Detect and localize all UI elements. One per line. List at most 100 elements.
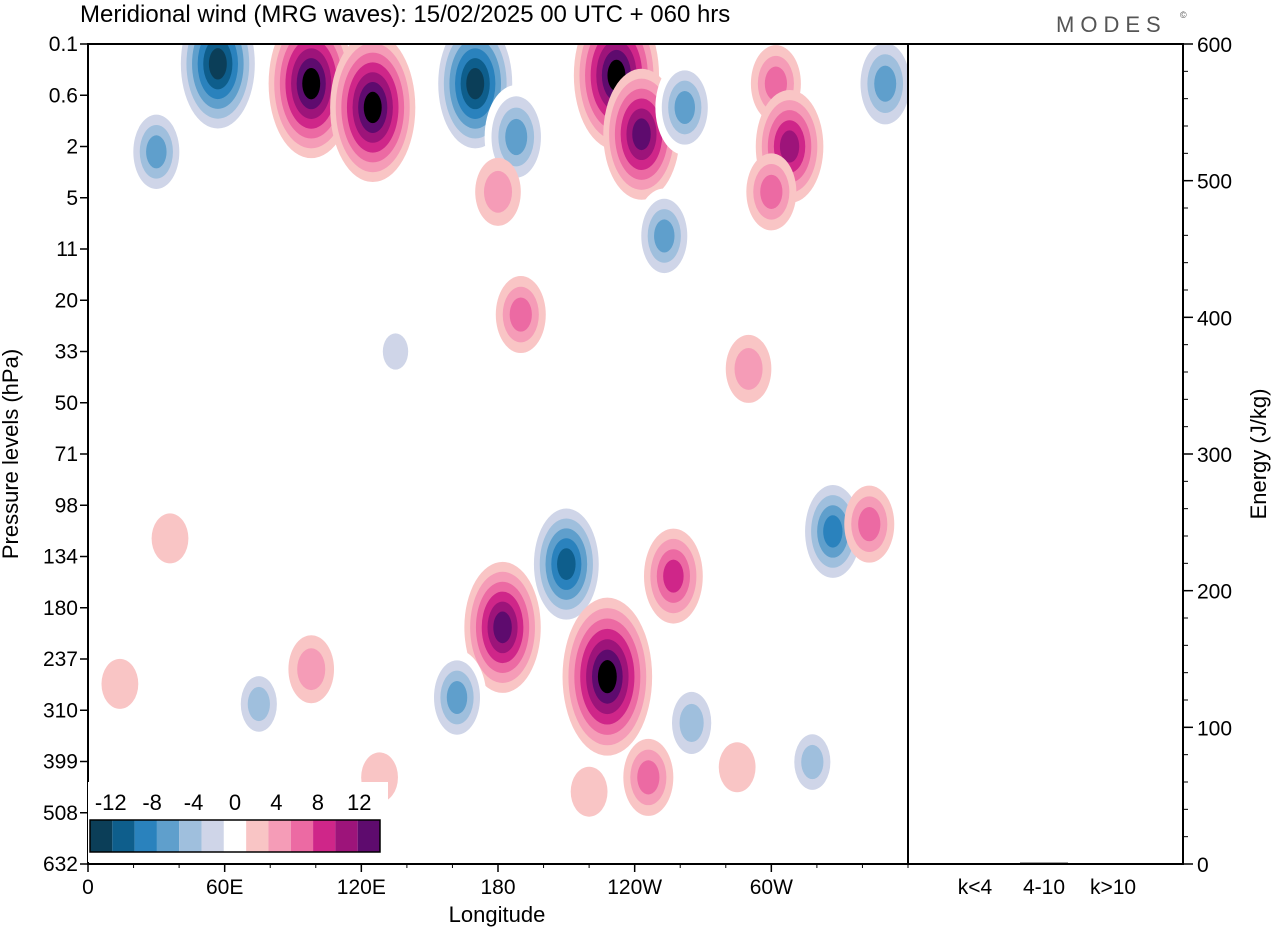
y-tick-label: 632 [43, 853, 78, 876]
energy-tick-label: 100 [1197, 717, 1232, 740]
logo-mark: © [1180, 10, 1187, 20]
wind-feature-29 [664, 679, 719, 766]
wind-feature-21 [427, 650, 487, 746]
colorbar-swatch [290, 820, 314, 852]
colorbar-swatch [112, 820, 135, 852]
wind-feature-22 [643, 528, 703, 624]
y-tick-label: 134 [43, 546, 78, 569]
wind-feature-27 [101, 658, 139, 709]
y-tick-label: 20 [55, 289, 78, 312]
colorbar: -12 -8 -4 0 4 8 12 [88, 782, 388, 862]
contour-band [570, 766, 608, 817]
colorbar-swatch [268, 820, 291, 852]
colorbar-frame [89, 819, 381, 853]
contour-band [779, 130, 800, 163]
wind-feature-16 [725, 334, 772, 403]
y-tick-label: 237 [43, 648, 78, 671]
energy-tick-label: 300 [1197, 444, 1232, 467]
contour-band [382, 333, 409, 370]
colorbar-swatch [201, 820, 224, 852]
contour-band [823, 515, 843, 548]
contour-band [663, 559, 684, 593]
contour-band [632, 118, 651, 151]
colorbar-swatch [90, 820, 113, 852]
contour-band [674, 90, 696, 125]
colorbar-label: -4 [184, 790, 204, 815]
wind-feature-0 [126, 104, 186, 200]
colorbar-swatch [335, 820, 358, 852]
contour-band [637, 760, 660, 795]
wind-feature-18 [528, 498, 605, 630]
contour-band [446, 680, 468, 715]
colorbar-swatch [179, 820, 202, 852]
y-tick-label: 98 [55, 494, 78, 517]
y-tick-label: 399 [43, 751, 78, 774]
wind-feature-20 [464, 561, 541, 693]
y-tick-label: 2 [66, 136, 78, 159]
contour-band [483, 170, 513, 213]
wind-feature-13 [746, 153, 797, 231]
y-axis-label: Pressure levels (hPa) [0, 349, 23, 559]
wind-feature-24 [844, 485, 895, 563]
wind-feature-4 [432, 44, 518, 159]
energy-bar [1089, 863, 1137, 865]
energy-tick-label: 600 [1197, 34, 1232, 57]
wind-feature-14 [634, 188, 694, 284]
x-tick-label: 120E [337, 876, 386, 899]
y-tick-label: 310 [43, 699, 78, 722]
contour-band [146, 135, 167, 169]
energy-x-axis: k<4 4-10 k>10 [958, 876, 1136, 899]
x-tick-label: 60W [750, 876, 793, 899]
energy-bar [951, 863, 999, 865]
colorbar-label: -12 [95, 790, 127, 815]
contour-band [505, 118, 528, 156]
x-axis: 0 60E 120E 180 120W 60W [82, 864, 909, 899]
x-tick-label: 180 [480, 876, 515, 899]
wind-feature-35 [570, 766, 608, 817]
contour-band [654, 219, 675, 253]
x-tick-label: 120W [607, 876, 662, 899]
wind-heatmap [101, 44, 908, 817]
colorbar-swatch [246, 820, 269, 852]
energy-bars [951, 862, 1137, 865]
colorbar-swatch [313, 820, 336, 852]
contour-band [597, 660, 617, 694]
contour-band [208, 48, 227, 80]
y-tick-label: 180 [43, 597, 78, 620]
energy-axis-label: Energy (J/kg) [1246, 389, 1271, 520]
energy-tick-label: 200 [1197, 581, 1232, 604]
energy-category-label: k>10 [1090, 876, 1136, 899]
wind-feature-10 [755, 90, 824, 203]
y-tick-label: 33 [55, 341, 78, 364]
energy-category-label: 4-10 [1023, 876, 1065, 899]
y-axis: 0.1 0.6 2 5 11 20 33 50 71 98 134 180 237 310 399 508 63… [43, 33, 88, 876]
wind-feature-31 [787, 723, 838, 801]
wind-feature-3 [330, 44, 416, 182]
chart-title: Meridional wind (MRG waves): 15/02/2025 … [80, 1, 730, 28]
y-tick-label: 5 [66, 187, 78, 210]
energy-category-label: k<4 [958, 876, 993, 899]
energy-panel-frame [907, 43, 1184, 865]
contour-band [302, 67, 321, 100]
contour-band [679, 703, 704, 743]
wind-feature-25 [288, 635, 335, 704]
colorbar-swatch [223, 820, 247, 852]
modes-logo: MODES © [1056, 10, 1187, 37]
contour-band [509, 297, 532, 332]
contour-band [760, 174, 783, 209]
contour-band [858, 507, 881, 542]
contour-band [718, 742, 756, 793]
y-tick-label: 0.6 [49, 84, 78, 107]
x-tick-label: 60E [206, 876, 243, 899]
contour-band [493, 611, 512, 644]
colorbar-label: 0 [229, 790, 241, 815]
y-tick-label: 508 [43, 802, 78, 825]
colorbar-label: 12 [347, 790, 371, 815]
energy-tick-label: 0 [1197, 854, 1209, 877]
contour-band [801, 744, 824, 780]
wind-feature-15 [495, 276, 546, 354]
y-tick-label: 71 [55, 443, 78, 466]
contour-band [247, 686, 270, 722]
contour-band [557, 548, 576, 580]
